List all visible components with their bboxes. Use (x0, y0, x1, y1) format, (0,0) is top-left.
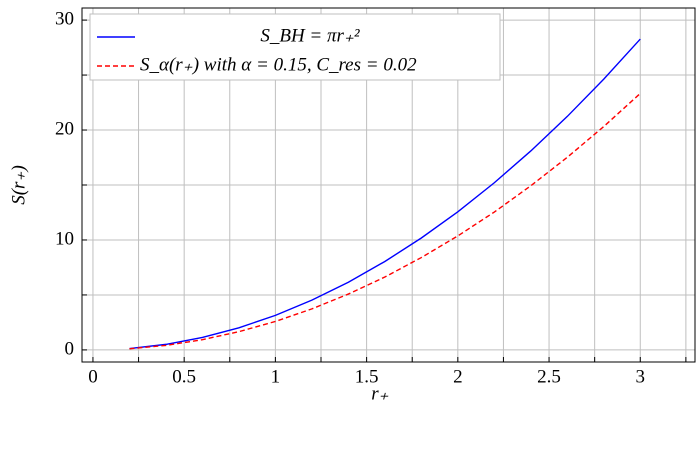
x-tick-label: 1 (271, 366, 281, 387)
legend-box (89, 13, 501, 81)
x-tick-label: 3 (636, 366, 646, 387)
x-tick-label: 2 (453, 366, 463, 387)
y-tick-label: 30 (55, 8, 74, 29)
y-axis-label: S(r₊) (8, 165, 29, 205)
legend: S_BH = πr₊² S_α(r₊) with α = 0.15, C_res … (89, 13, 501, 81)
legend-label: S_BH = πr₊² (260, 25, 360, 46)
x-tick-label: 0.5 (172, 366, 196, 387)
series-line (129, 92, 641, 350)
y-tick-label: 10 (55, 228, 74, 249)
y-tick-label: 0 (65, 338, 75, 359)
x-tick-label: 0 (88, 366, 98, 387)
x-axis-label: r₊ (371, 383, 388, 404)
plot-lines (129, 38, 641, 350)
x-tick-label: 1.5 (355, 366, 379, 387)
y-tick-label: 20 (55, 118, 74, 139)
legend-label: S_α(r₊) with α = 0.15, C_res = 0.02 (140, 54, 417, 75)
series-line (129, 38, 641, 350)
x-tick-label: 2.5 (537, 366, 561, 387)
